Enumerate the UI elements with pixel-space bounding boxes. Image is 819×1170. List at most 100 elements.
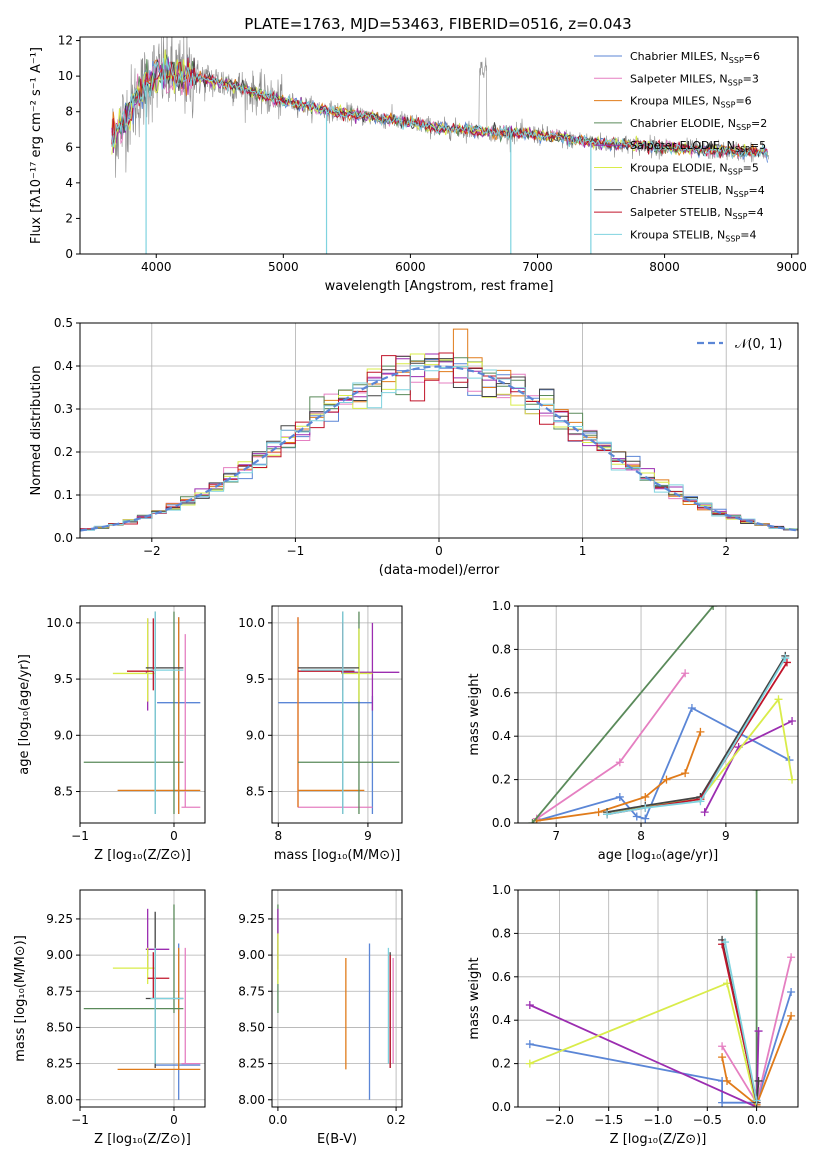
legend-nssp-prefix: , N <box>710 228 725 241</box>
data-point-marker <box>781 654 790 663</box>
series-line <box>536 672 686 820</box>
series-chabrier-miles <box>532 703 794 823</box>
legend-nssp-sub: SSP <box>729 56 744 65</box>
legend-nssp-prefix: , N <box>705 95 720 108</box>
legend-nssp-eq: = <box>743 72 752 85</box>
y-tick-label: 8 <box>65 105 73 119</box>
legend-name: Kroupa ELODIE <box>630 162 712 175</box>
legend-nssp-sub: SSP <box>735 145 750 154</box>
series-chabrier-miles <box>525 987 796 1107</box>
legend-nssp-eq: = <box>749 184 758 197</box>
errorbar-kroupa-elodie <box>112 618 156 702</box>
series-line <box>536 731 702 822</box>
data-point-marker <box>632 812 641 821</box>
errorbar-kroupa-stelib <box>150 947 184 1064</box>
x-tick-label: −1.5 <box>594 1113 623 1127</box>
data-point-marker <box>528 819 537 823</box>
legend-nssp-eq: = <box>751 117 760 130</box>
y-tick-label: 8.00 <box>238 1093 265 1107</box>
x-tick-label: −1.0 <box>643 1113 672 1127</box>
legend-nssp-prefix: , N <box>712 162 727 175</box>
errorbar-chabrier-elodie <box>83 611 184 815</box>
x-tick-label: 2 <box>722 544 730 558</box>
axes-frame <box>79 605 206 824</box>
y-tick-label: 0.0 <box>492 1100 511 1114</box>
errorbar-salpeter-stelib <box>147 952 170 999</box>
legend-nssp-sub: SSP <box>736 123 751 132</box>
data-point-marker <box>681 669 690 678</box>
plot-area-residuals <box>80 323 798 538</box>
data-point-marker <box>721 938 730 947</box>
data-point-marker <box>594 808 603 817</box>
panel-weight-vs-age: 7 8 9 0.0 0.2 0.4 0.6 0.8 1.0 age [log₁₀(age/yr)]… <box>467 599 799 863</box>
y-axis-label: mass [log₁₀(M/M⊙)] <box>13 935 28 1062</box>
legend-nssp-sub: SSP <box>732 212 747 221</box>
x-tick-label: −2 <box>143 544 161 558</box>
x-tick-label: 4000 <box>141 260 172 274</box>
x-axis-label: wavelength [Angstrom, rest frame] <box>325 279 554 294</box>
legend-nssp-sub: SSP <box>728 78 743 87</box>
legend-nssp-prefix: , N <box>712 72 727 85</box>
y-tick-label: 8.25 <box>238 1057 265 1071</box>
panel-mass-vs-EBV: 0.0 0.2 8.00 8.25 8.50 8.75 9.00 9.25 E(B-V) <box>238 889 406 1147</box>
y-tick-label: 9.0 <box>54 728 73 742</box>
figure-title: PLATE=1763, MJD=53463, FIBERID=0516, z=0… <box>244 15 631 33</box>
legend-nssp-prefix: , N <box>718 184 733 197</box>
data-point-marker <box>787 987 796 996</box>
y-tick-label: 10.0 <box>238 616 265 630</box>
series-line <box>606 661 788 816</box>
errorbar-salpeter-stelib <box>126 618 154 691</box>
legend-name: Kroupa STELIB <box>630 228 710 241</box>
data-point-marker <box>752 1096 761 1105</box>
errorbar-salpeter-elodie <box>341 622 400 711</box>
legend-nssp-eq: = <box>744 50 753 63</box>
x-tick-label: 7000 <box>522 260 553 274</box>
legend-entry: Chabrier ELODIE, NSSP=2 <box>630 117 767 132</box>
legend-nssp-value: 6 <box>753 50 760 63</box>
errorbar-kroupa-stelib <box>150 611 184 815</box>
legend-nssp-value: 2 <box>760 117 767 130</box>
y-tick-label: 2 <box>65 211 73 225</box>
y-tick-label: 8.25 <box>46 1057 73 1071</box>
y-tick-label: 9.00 <box>46 948 73 962</box>
errorbar-chabrier-stelib <box>298 611 359 815</box>
series-kroupa-stelib <box>603 654 790 819</box>
y-tick-label: 9.25 <box>238 912 265 926</box>
y-tick-label: 0.4 <box>492 729 511 743</box>
data-point-marker <box>662 775 671 784</box>
y-tick-label: 8.75 <box>238 984 265 998</box>
x-tick-label: 0.0 <box>747 1113 766 1127</box>
panel-residuals: −2 −1 0 1 2 0.0 0.1 0.2 0.3 0.4 0.5 𝒩(0, 1) (data-mo… <box>29 316 799 578</box>
x-tick-label: 0 <box>435 544 443 558</box>
data-point-marker <box>752 890 761 894</box>
series-chabrier-elodie <box>528 606 718 823</box>
legend-nssp-sub: SSP <box>725 234 740 243</box>
y-tick-label: 0.4 <box>54 359 73 373</box>
plot-area-mass-vs-Z <box>80 890 205 1107</box>
y-tick-label: 0.4 <box>492 1013 511 1027</box>
data-point-marker <box>709 606 718 610</box>
legend-name: Chabrier STELIB <box>630 184 718 197</box>
data-point-marker <box>718 1042 727 1051</box>
plot-area-weight-vs-age <box>518 606 798 823</box>
y-tick-label: 0.3 <box>54 402 73 416</box>
errorbar-kroupa-miles <box>117 617 201 815</box>
legend-nssp-sub: SSP <box>720 101 735 110</box>
x-tick-label: 9 <box>722 829 730 843</box>
legend-entry: Salpeter MILES, NSSP=3 <box>630 72 759 87</box>
x-tick-label: 8 <box>274 829 282 843</box>
series-line <box>606 655 787 813</box>
data-point-marker <box>603 810 612 819</box>
y-tick-label: 0.0 <box>492 816 511 830</box>
y-tick-label: 8.00 <box>46 1093 73 1107</box>
y-tick-label: 0.6 <box>492 970 511 984</box>
data-point-marker <box>788 775 797 784</box>
axes-frame <box>517 605 799 824</box>
errorbar-salpeter-stelib <box>298 622 355 691</box>
axes-frame <box>271 605 403 824</box>
legend-name: Salpeter ELODIE <box>630 139 720 152</box>
data-point-marker <box>641 792 650 801</box>
y-tick-label: 0.1 <box>54 488 73 502</box>
legend-nssp-value: 4 <box>758 184 765 197</box>
y-tick-label: 8.5 <box>246 785 265 799</box>
